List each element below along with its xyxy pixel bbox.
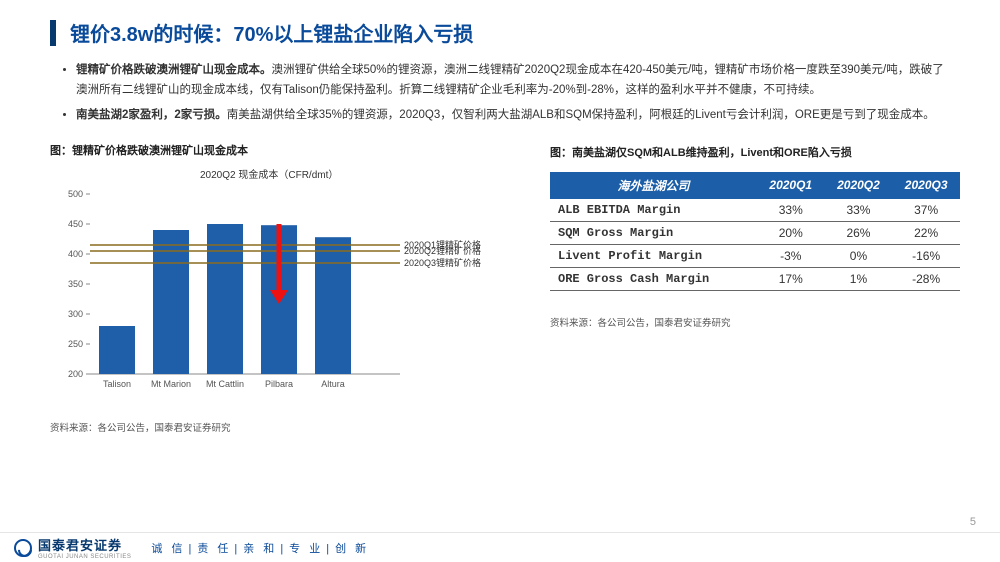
brand-name-en: GUOTAI JUNAN SECURITIES bbox=[38, 554, 131, 560]
svg-text:Talison: Talison bbox=[103, 379, 131, 389]
table-cell: ALB EBITDA Margin bbox=[550, 199, 757, 222]
bullet-item: 锂精矿价格跌破澳洲锂矿山现金成本。澳洲锂矿供给全球50%的锂资源，澳洲二线锂精矿… bbox=[76, 61, 950, 100]
bullet-list: 锂精矿价格跌破澳洲锂矿山现金成本。澳洲锂矿供给全球50%的锂资源，澳洲二线锂精矿… bbox=[0, 47, 1000, 138]
table-cell: Livent Profit Margin bbox=[550, 244, 757, 267]
chart-svg: 200 250 300 350 400 450 500 Talison Mt Marion Mt … bbox=[50, 184, 540, 416]
bullet-item: 南美盐湖2家盈利，2家亏损。南美盐湖供给全球35%的锂资源，2020Q3，仅智利… bbox=[76, 106, 950, 126]
separator: | bbox=[326, 543, 332, 555]
separator: | bbox=[234, 543, 240, 555]
table-cell: -28% bbox=[892, 267, 960, 290]
table-cell: 33% bbox=[825, 199, 893, 222]
table-row: Livent Profit Margin-3%0%-16% bbox=[550, 244, 960, 267]
table-cell: 1% bbox=[825, 267, 893, 290]
table-cell: 0% bbox=[825, 244, 893, 267]
title-bar: 锂价3.8w的时候：70%以上锂盐企业陷入亏损 bbox=[0, 0, 1000, 47]
table-header-cell: 2020Q3 bbox=[892, 172, 960, 199]
separator: | bbox=[188, 543, 194, 555]
left-figure-title: 图：锂精矿价格跌破澳洲锂矿山现金成本 bbox=[50, 142, 530, 158]
page-title: 锂价3.8w的时候：70%以上锂盐企业陷入亏损 bbox=[70, 18, 473, 47]
table-cell: -3% bbox=[757, 244, 825, 267]
svg-text:Altura: Altura bbox=[321, 379, 345, 389]
tagline: 诚 信|责 任|亲 和|专 业|创 新 bbox=[151, 540, 369, 556]
table-cell: SQM Gross Margin bbox=[550, 221, 757, 244]
table-row: ORE Gross Cash Margin17%1%-28% bbox=[550, 267, 960, 290]
table-cell: 22% bbox=[892, 221, 960, 244]
table-cell: -16% bbox=[892, 244, 960, 267]
table-cell: ORE Gross Cash Margin bbox=[550, 267, 757, 290]
svg-text:500: 500 bbox=[68, 189, 83, 199]
table-cell: 37% bbox=[892, 199, 960, 222]
svg-text:Pilbara: Pilbara bbox=[265, 379, 293, 389]
title-accent bbox=[50, 20, 56, 46]
page-number: 5 bbox=[970, 516, 976, 528]
brand-name-cn: 国泰君安证券 bbox=[38, 535, 131, 554]
table-header-cell: 海外盐湖公司 bbox=[550, 172, 757, 199]
margin-table: 海外盐湖公司2020Q12020Q22020Q3 ALB EBITDA Marg… bbox=[550, 172, 960, 291]
svg-text:2020Q3锂精矿价格: 2020Q3锂精矿价格 bbox=[404, 257, 481, 268]
tagline-word: 诚 信 bbox=[151, 543, 185, 555]
svg-text:350: 350 bbox=[68, 279, 83, 289]
tagline-word: 创 新 bbox=[335, 543, 369, 555]
table-row: SQM Gross Margin20%26%22% bbox=[550, 221, 960, 244]
brand-logo: 国泰君安证券 GUOTAI JUNAN SECURITIES bbox=[14, 535, 131, 560]
table-cell: 20% bbox=[757, 221, 825, 244]
svg-text:200: 200 bbox=[68, 369, 83, 379]
tagline-word: 责 任 bbox=[197, 543, 231, 555]
tagline-word: 亲 和 bbox=[243, 543, 277, 555]
table-cell: 33% bbox=[757, 199, 825, 222]
svg-text:400: 400 bbox=[68, 249, 83, 259]
separator: | bbox=[280, 543, 286, 555]
svg-text:2020Q2锂精矿价格: 2020Q2锂精矿价格 bbox=[404, 245, 481, 256]
bar-chart: 2020Q2 现金成本（CFR/dmt） 200 250 300 350 400 450 5… bbox=[50, 166, 520, 416]
svg-text:300: 300 bbox=[68, 309, 83, 319]
table-row: ALB EBITDA Margin33%33%37% bbox=[550, 199, 960, 222]
table-cell: 26% bbox=[825, 221, 893, 244]
table-header-cell: 2020Q1 bbox=[757, 172, 825, 199]
left-source: 资料来源：各公司公告，国泰君安证券研究 bbox=[50, 420, 530, 434]
chart-subtitle: 2020Q2 现金成本（CFR/dmt） bbox=[200, 166, 338, 181]
logo-icon bbox=[14, 539, 32, 557]
table-header-cell: 2020Q2 bbox=[825, 172, 893, 199]
svg-text:Mt Cattlin: Mt Cattlin bbox=[206, 379, 244, 389]
svg-text:250: 250 bbox=[68, 339, 83, 349]
table-cell: 17% bbox=[757, 267, 825, 290]
tagline-word: 专 业 bbox=[289, 543, 323, 555]
footer: 国泰君安证券 GUOTAI JUNAN SECURITIES 诚 信|责 任|亲… bbox=[0, 532, 1000, 562]
svg-text:450: 450 bbox=[68, 219, 83, 229]
right-figure-title: 图：南美盐湖仅SQM和ALB维持盈利，Livent和ORE陷入亏损 bbox=[550, 144, 960, 160]
right-source: 资料来源：各公司公告，国泰君安证券研究 bbox=[550, 315, 960, 329]
svg-text:Mt Marion: Mt Marion bbox=[151, 379, 191, 389]
